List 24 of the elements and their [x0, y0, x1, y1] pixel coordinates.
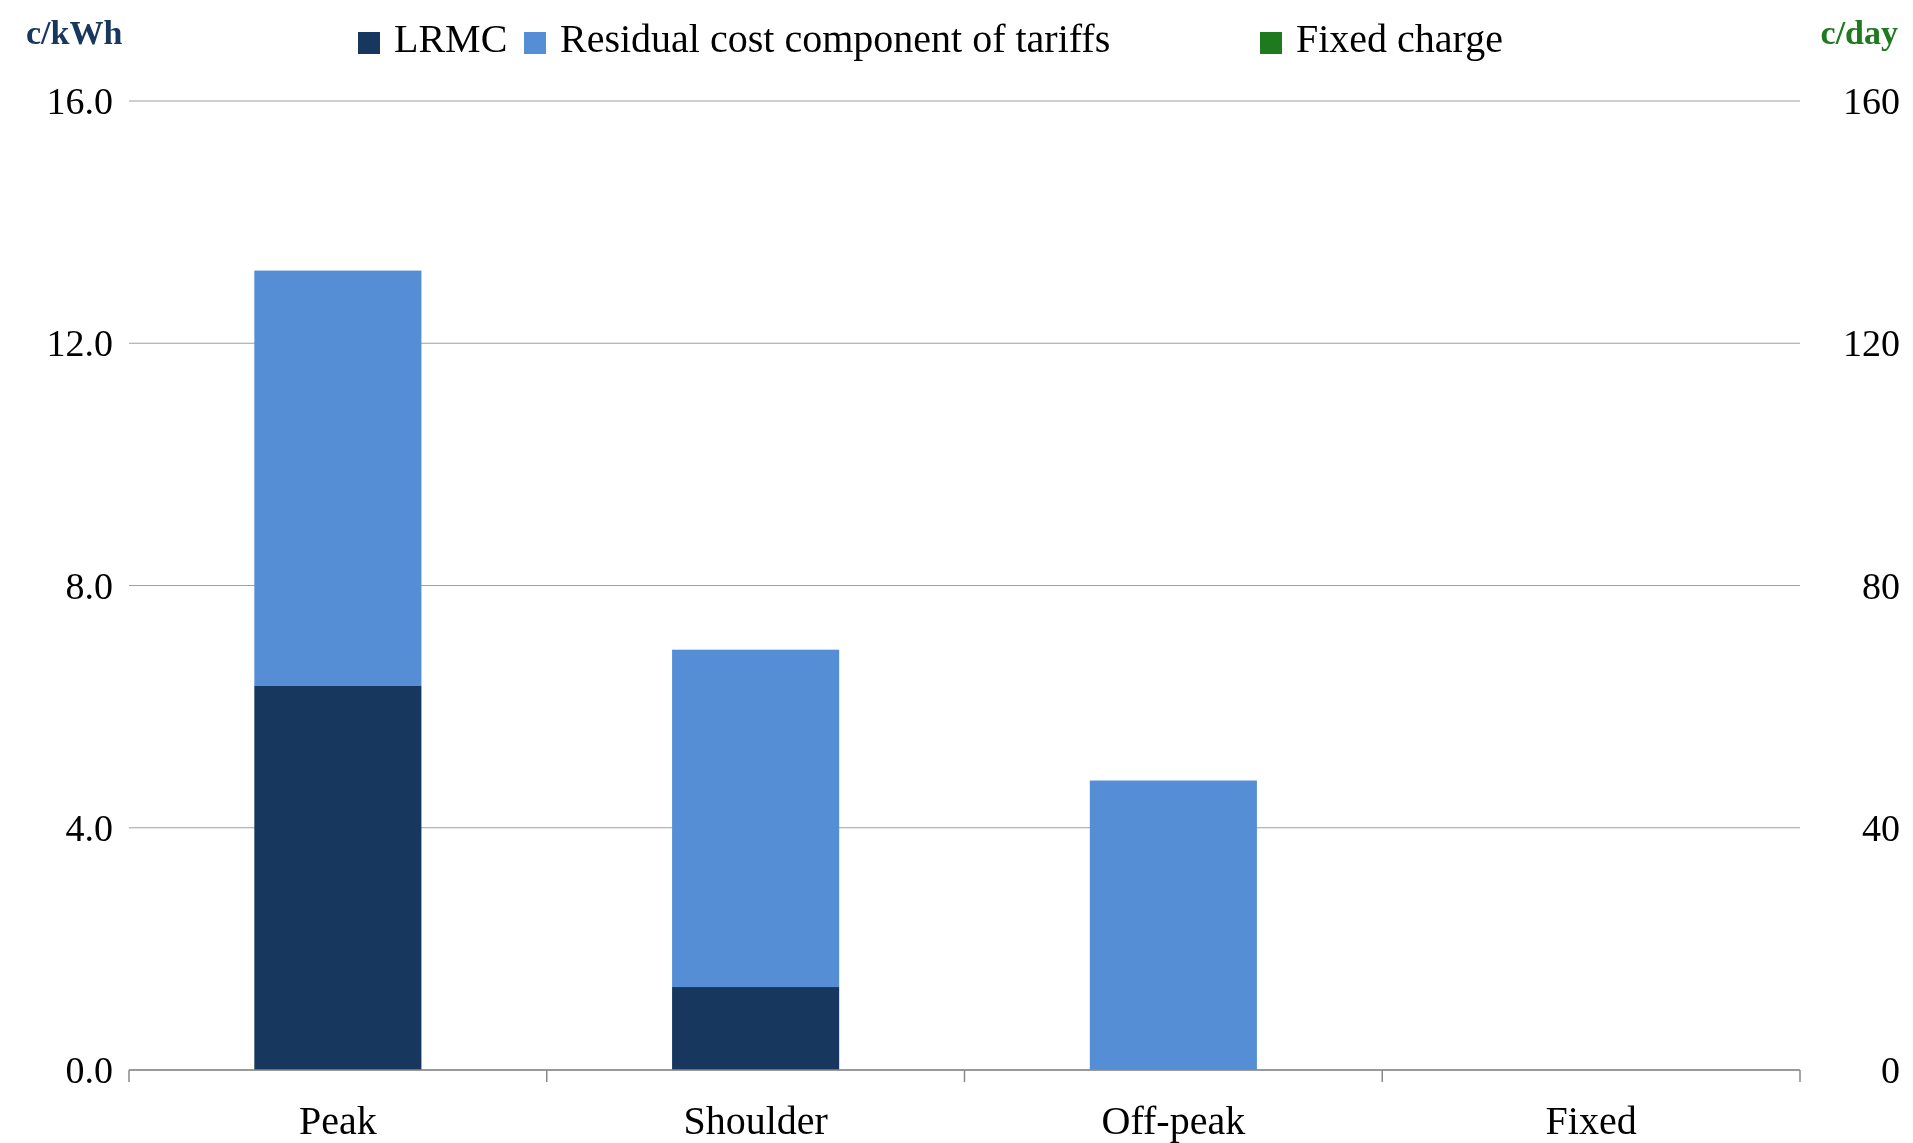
x-tick-label: Off-peak — [1101, 1098, 1246, 1143]
y-tick-label: 8.0 — [65, 564, 113, 607]
y-tick-label: 4.0 — [65, 806, 113, 849]
x-tick-label: Peak — [298, 1098, 377, 1143]
bar — [254, 685, 422, 1070]
y-tick-label: 0.0 — [65, 1049, 113, 1091]
y2-tick-label: 0 — [1881, 1049, 1900, 1091]
y-axis-title: c/kWh — [26, 14, 123, 51]
y2-tick-label: 160 — [1843, 80, 1900, 122]
x-tick-label: Shoulder — [683, 1098, 828, 1143]
y2-tick-label: 120 — [1843, 322, 1900, 365]
legend-label: Fixed charge — [1296, 16, 1503, 61]
bar — [1089, 780, 1257, 1070]
y2-tick-label: 80 — [1862, 564, 1900, 607]
legend-label: Residual cost component of tariffs — [560, 16, 1111, 61]
bar — [672, 987, 840, 1070]
y2-axis-title: c/day — [1820, 14, 1898, 51]
y2-tick-label: 40 — [1862, 806, 1900, 849]
y-tick-label: 12.0 — [46, 322, 113, 365]
y-tick-label: 16.0 — [46, 80, 113, 122]
bar — [254, 270, 422, 686]
x-tick-label: Fixed — [1545, 1098, 1637, 1143]
legend-label: LRMC — [394, 16, 508, 61]
bar — [672, 649, 840, 988]
